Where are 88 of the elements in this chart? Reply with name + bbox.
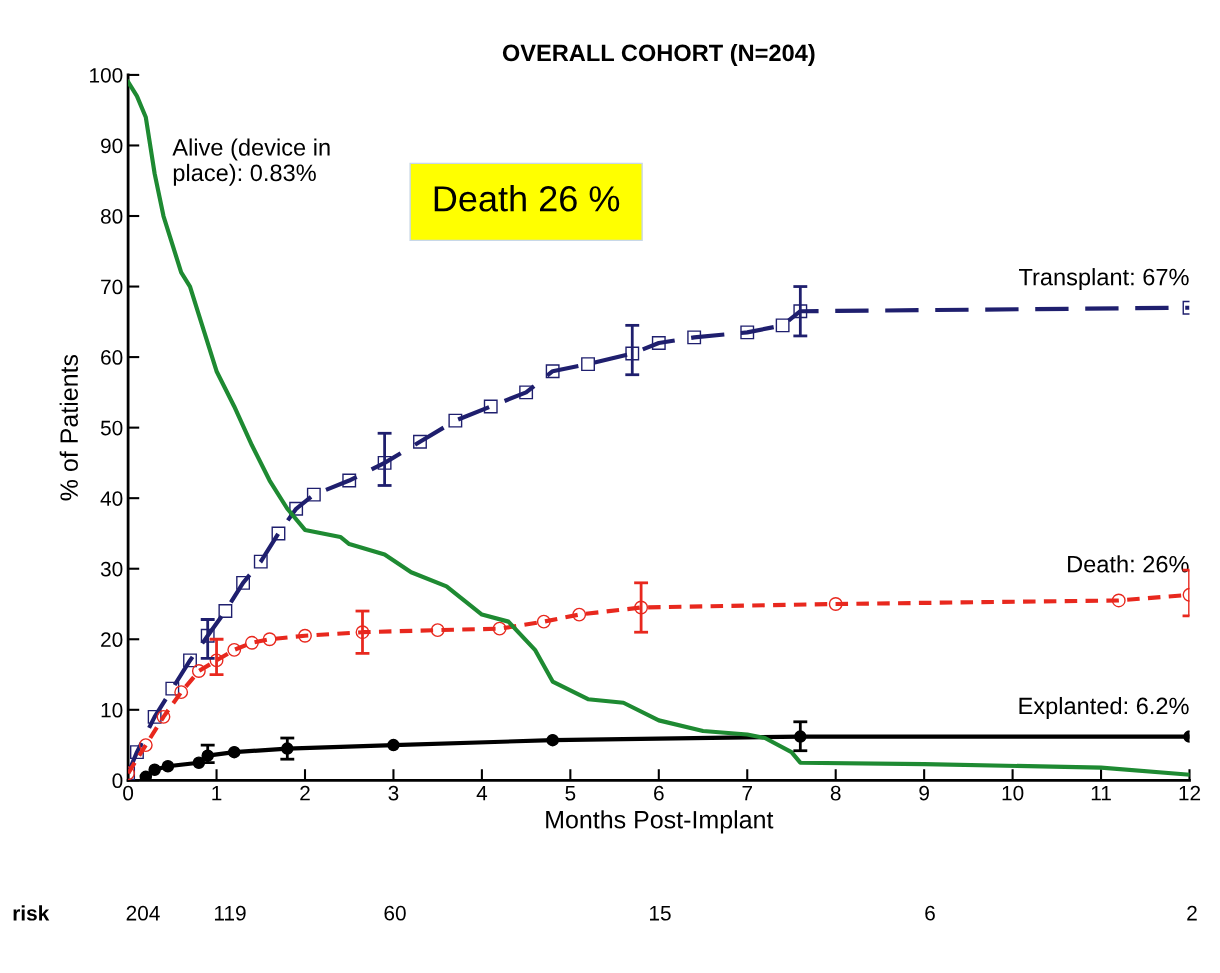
x-tick-label: 7 (742, 785, 752, 801)
series-label: Transplant: 67% (1019, 268, 1189, 291)
point (572, 607, 587, 622)
chart-title: OVERALL COHORT (N=204) (502, 43, 815, 66)
point (262, 632, 277, 647)
x-tick-label: 1 (212, 785, 222, 801)
point (236, 575, 251, 590)
point (253, 554, 268, 569)
point (492, 621, 507, 636)
point (306, 487, 321, 502)
point (148, 763, 161, 777)
y-axis-title: % of Patients (59, 354, 78, 501)
text: 15 (650, 906, 671, 921)
y-tick-label: 80 (100, 209, 123, 224)
line-series (128, 79, 1190, 777)
point (687, 330, 702, 345)
point (483, 399, 498, 414)
point (138, 738, 153, 753)
x-tick-label: 10 (1002, 785, 1024, 801)
text: 204 (126, 905, 160, 921)
point (271, 526, 286, 541)
text: risk (13, 905, 50, 921)
point (139, 770, 153, 781)
point (545, 364, 560, 379)
point (828, 597, 843, 611)
y-tick-label: 70 (101, 279, 123, 295)
y-tick-label: 100 (90, 67, 123, 83)
point (651, 336, 666, 350)
x-tick-label: 2 (300, 785, 310, 801)
y-tick-label: 10 (101, 702, 123, 718)
point (342, 473, 357, 488)
point (387, 738, 400, 752)
point (355, 625, 370, 640)
point (227, 745, 241, 759)
annotation: Death 26 % (434, 185, 620, 212)
point (218, 604, 233, 618)
point (227, 642, 242, 657)
x-tick-label: 12 (1179, 785, 1201, 801)
y-tick-label: 40 (100, 491, 123, 506)
point (413, 434, 427, 449)
x-tick-label: 5 (565, 785, 576, 801)
point (430, 623, 445, 638)
x-tick-label: 9 (919, 785, 929, 801)
point (147, 709, 162, 724)
point (546, 733, 559, 747)
point (165, 681, 180, 696)
text: 2 (1187, 905, 1197, 921)
point (174, 685, 189, 700)
text: 60 (384, 905, 406, 921)
x-tick-label: 8 (830, 785, 841, 801)
series-label: Death: 26% (1068, 555, 1189, 573)
point (156, 709, 171, 724)
point (581, 357, 595, 372)
point (298, 628, 312, 643)
x-tick-label: 6 (654, 785, 664, 801)
y-tick-label: 90 (101, 138, 123, 154)
point (244, 635, 259, 650)
point (209, 653, 224, 668)
point (183, 653, 197, 668)
y-tick-label: 0 (112, 773, 123, 789)
point (161, 759, 175, 773)
x-tick-label: 11 (1091, 785, 1111, 801)
point (377, 455, 392, 470)
y-tick-label: 60 (101, 350, 123, 365)
point (1111, 593, 1126, 608)
point (448, 413, 463, 428)
point (289, 501, 304, 516)
x-axis-title: Months Post-Implant (546, 810, 774, 834)
x-tick-label: 0 (123, 785, 134, 801)
point (130, 745, 144, 760)
point (519, 385, 534, 400)
point (625, 346, 640, 361)
series-label: Explanted: 6.2% (1019, 696, 1189, 719)
point (740, 325, 755, 340)
x-tick-label: 3 (388, 785, 399, 801)
point (536, 614, 551, 629)
point (200, 628, 215, 643)
annotation: Alive (device in place): 0.83% (172, 138, 330, 186)
point (191, 664, 206, 678)
y-tick-label: 50 (100, 420, 123, 436)
point (634, 600, 649, 615)
text: 119 (214, 905, 246, 921)
y-tick-label: 30 (100, 561, 123, 577)
point (775, 318, 790, 333)
point (793, 304, 808, 319)
x-tick-label: 4 (476, 785, 488, 801)
text: 6 (925, 905, 935, 921)
y-tick-label: 20 (101, 632, 123, 648)
